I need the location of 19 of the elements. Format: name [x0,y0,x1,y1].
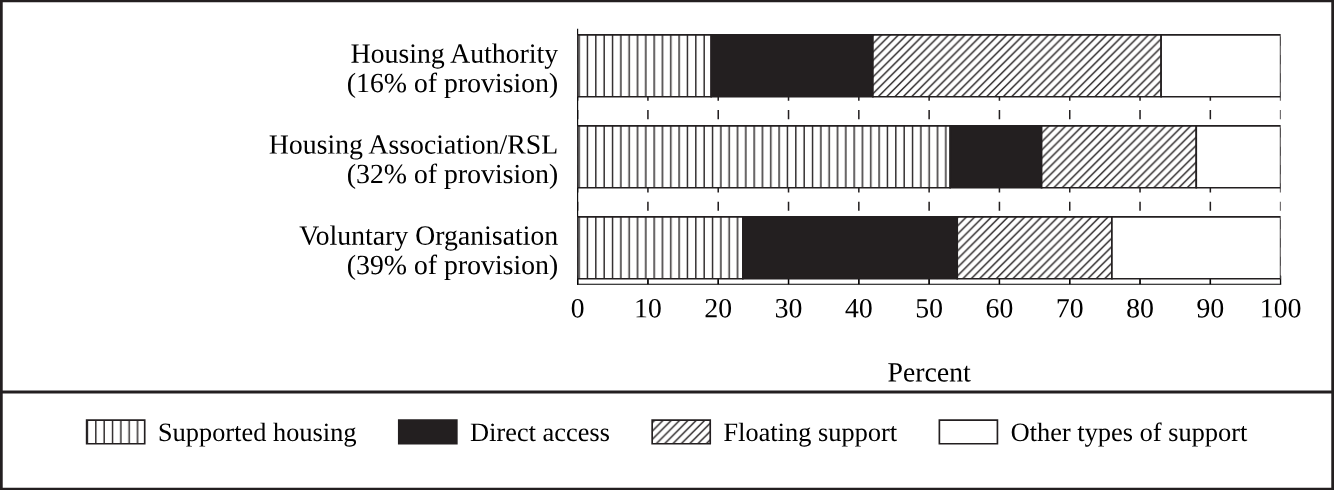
x-tick-label: 50 [916,298,942,318]
x-tick-label: 70 [1057,298,1083,318]
x-tick-label: 60 [986,298,1013,318]
x-tick-label: 10 [636,298,661,318]
x-tick-label: 30 [775,298,802,318]
legend-label: Supported housing [159,422,357,447]
x-axis-title: Percent [888,363,971,382]
x-tick-label: 0 [571,298,584,318]
legend-label: Direct access [470,423,609,442]
legend-label: Floating support [724,422,897,447]
y-tick-label: Housing Authority (16% of provision) [348,43,559,99]
x-tick-label: 90 [1197,298,1224,318]
legend-label: Other types of support [1011,422,1248,447]
x-tick-label: 100 [1262,298,1301,318]
x-tick-label: 20 [705,298,732,318]
x-tick-label: 80 [1127,298,1153,318]
y-tick-label: Voluntary Organisation (39% of provision) [299,225,558,281]
y-tick-label: Housing Association/RSL (32% of provision) [269,135,557,189]
x-tick-label: 40 [845,298,872,318]
